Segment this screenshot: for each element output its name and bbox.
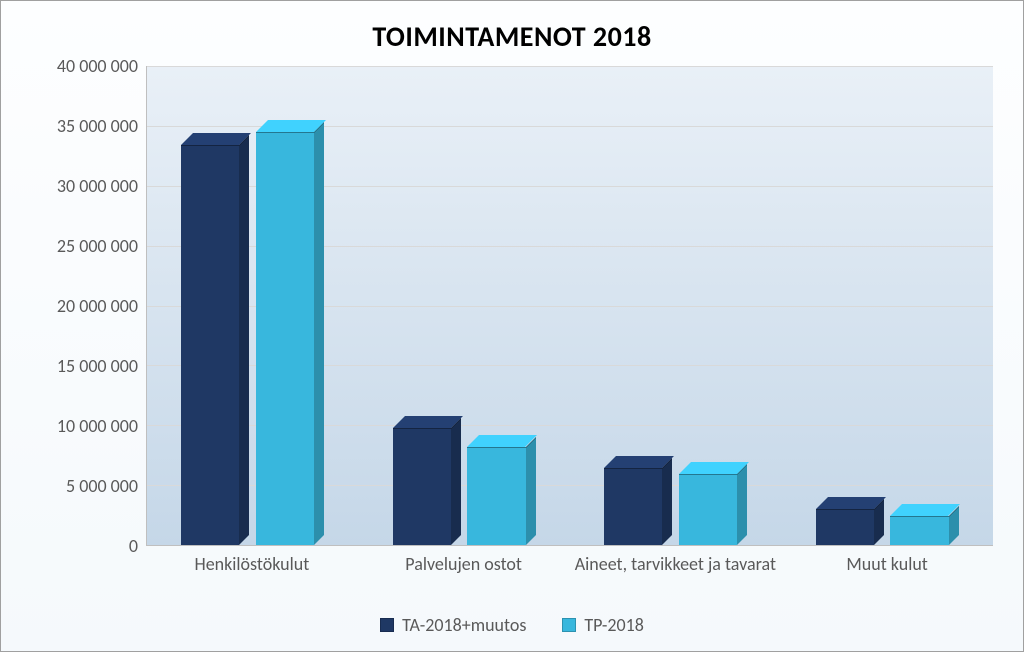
y-tick-label: 40 000 000 [57,55,138,77]
bar-front [256,132,314,545]
x-axis-labels: HenkilöstökulutPalvelujen ostotAineet, t… [146,546,993,606]
bar [181,145,250,545]
bar-front [467,447,525,545]
bar-side [526,437,536,545]
bar-side [314,122,324,545]
bar-front [393,428,451,545]
bar-group [811,66,963,545]
chart-container: TOIMINTAMENOT 2018 0 5 000 000 10 000 000 1… [0,0,1024,652]
x-tick-label: Muut kulut [781,554,993,576]
bar-top [816,497,886,509]
y-tick-label: 30 000 000 [57,175,138,197]
y-tick-label: 35 000 000 [57,115,138,137]
bar-front [604,468,662,545]
bar-top [467,435,537,447]
bar [890,516,959,545]
bar [679,474,748,545]
legend-label: TA-2018+muutos [402,614,526,636]
y-tick-label: 5 000 000 [66,475,138,497]
bar-group [177,66,329,545]
bar-top [679,462,749,474]
bar [604,468,673,545]
chart-title: TOIMINTAMENOT 2018 [1,1,1023,54]
legend-item: TP-2018 [562,614,644,636]
bar [393,428,462,545]
x-tick-label: Palvelujen ostot [358,554,570,576]
x-tick-label: Aineet, tarvikkeet ja tavarat [570,554,782,576]
bar-side [737,464,747,545]
bar [816,509,885,545]
bar-top [181,133,251,145]
bar-front [816,509,874,545]
bar [256,132,325,545]
plot-area [146,66,993,546]
bar-front [890,516,948,545]
bar-group [388,66,540,545]
x-tick-label: Henkilöstökulut [146,554,358,576]
bar-side [451,417,461,545]
legend-item: TA-2018+muutos [380,614,526,636]
legend-label: TP-2018 [584,614,644,636]
bar [467,447,536,545]
bar-front [679,474,737,545]
y-tick-label: 10 000 000 [57,415,138,437]
bar-front [181,145,239,545]
y-tick-label: 0 [129,535,138,557]
plot-outer: 05 000 00010 000 00015 000 00020 000 000… [46,66,993,546]
bar-top [256,120,326,132]
y-tick-label: 25 000 000 [57,235,138,257]
bar-group [600,66,752,545]
legend-swatch [562,618,576,632]
legend: TA-2018+muutos TP-2018 [1,614,1023,637]
y-tick-label: 15 000 000 [57,355,138,377]
bar-side [239,135,249,545]
y-tick-label: 20 000 000 [57,295,138,317]
bar-top [393,416,463,428]
y-axis: 05 000 00010 000 00015 000 00020 000 000… [46,66,146,546]
legend-swatch [380,618,394,632]
bar-side [662,458,672,545]
